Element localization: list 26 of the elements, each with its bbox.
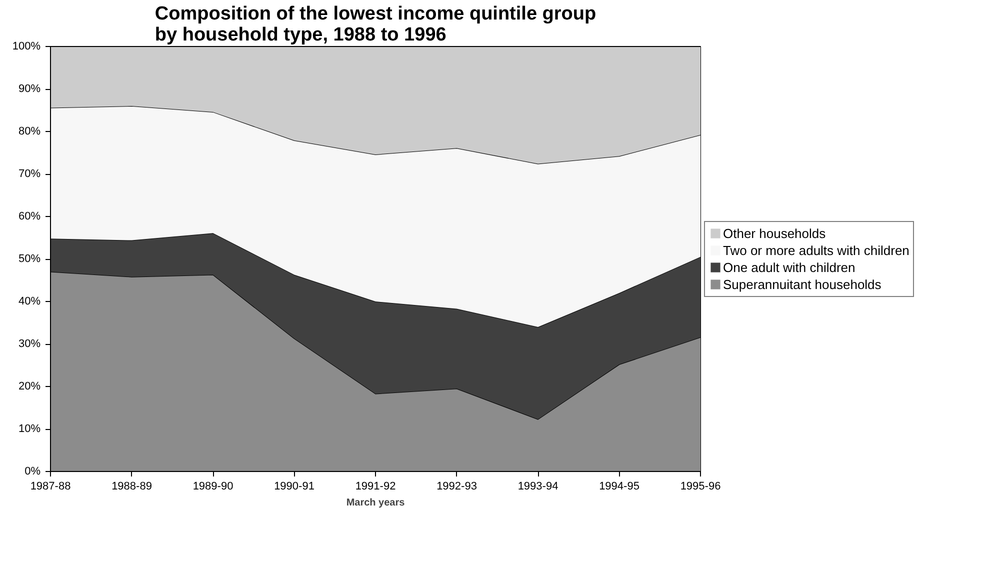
y-tick-label: 90%	[18, 83, 41, 95]
y-tick-label: 10%	[18, 423, 41, 435]
x-tick-label: 1989-90	[192, 480, 234, 492]
legend-label: Other households	[723, 226, 826, 240]
x-tick-label: 1992-93	[436, 480, 477, 492]
y-tick-label: 80%	[18, 126, 41, 138]
x-tick-label: 1988-89	[112, 480, 152, 492]
x-tick-label: 1993-94	[518, 480, 558, 492]
x-tick-label: 1995-96	[680, 480, 721, 492]
x-tick-label: 1987-88	[30, 480, 71, 492]
x-tick-label: 1990-91	[274, 480, 314, 492]
y-tick-label: 50%	[18, 253, 41, 265]
y-tick-label: 40%	[18, 296, 41, 308]
y-tick-label: 20%	[18, 380, 41, 392]
y-tick-label: 0%	[24, 466, 41, 478]
x-tick-label: 1994-95	[599, 480, 640, 492]
legend-label: One adult with children	[723, 260, 856, 274]
chart-title: Composition of the lowest income quintile group by household type, 1988 to 1996	[154, 4, 596, 46]
y-tick-label: 70%	[18, 168, 41, 180]
x-tick-label: 1991-92	[355, 480, 396, 492]
legend-label: Two or more adults with children	[723, 242, 910, 258]
x-axis-title: March years	[346, 498, 406, 508]
y-tick-label: 30%	[18, 338, 41, 350]
y-tick-label: 100%	[12, 40, 41, 52]
legend-label: Superannuitant households	[723, 276, 882, 292]
y-tick-label: 60%	[18, 210, 41, 222]
